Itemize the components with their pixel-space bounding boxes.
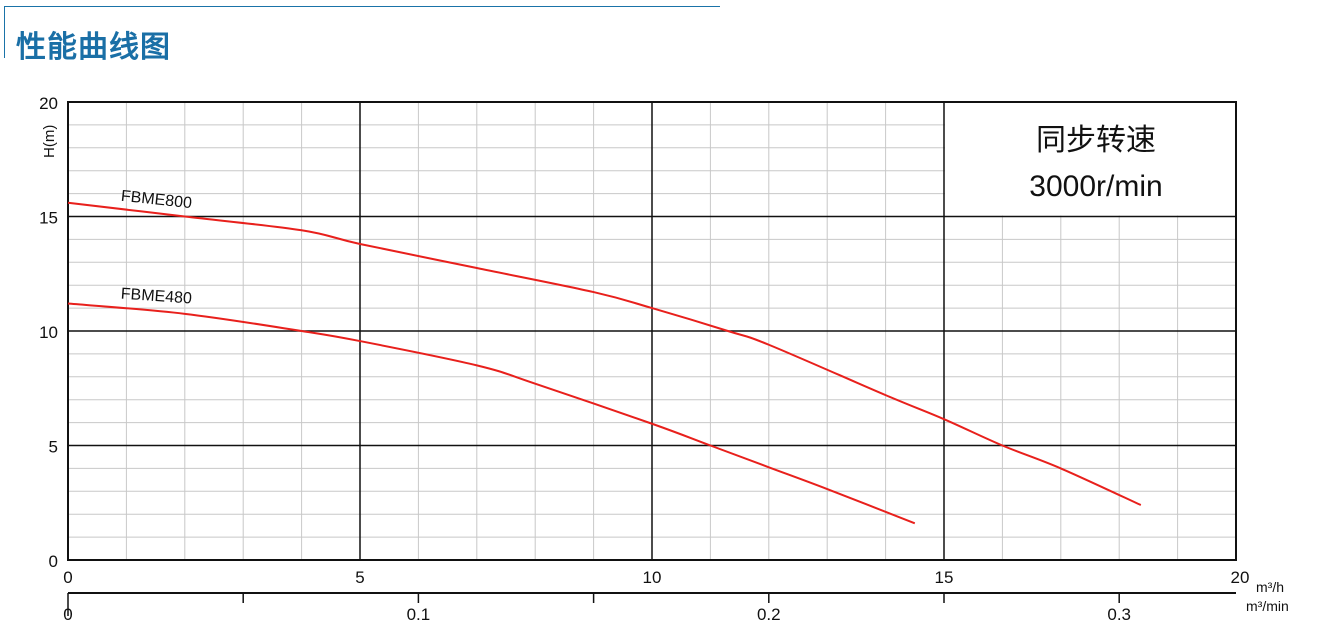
annotation-box	[945, 103, 1235, 216]
x-tick-label: 5	[355, 568, 364, 587]
x-tick-label: 20	[1231, 568, 1250, 587]
y-tick-label: 10	[39, 323, 58, 342]
y-axis-label: H(m)	[41, 125, 58, 158]
series-label-fbme480: FBME480	[120, 286, 192, 308]
secondary-x-tick-label: 0.3	[1107, 605, 1131, 624]
x-tick-label: 10	[643, 568, 662, 587]
x-tick-label: 0	[63, 568, 72, 587]
plot-frame	[67, 101, 1237, 561]
y-tick-label: 15	[39, 209, 58, 228]
header-side-rule	[4, 6, 5, 58]
series-line-fbme480	[67, 302, 916, 525]
series-label-fbme800: FBME800	[120, 188, 193, 212]
y-tick-label: 20	[39, 94, 58, 113]
secondary-x-tick-label: 0	[63, 605, 72, 624]
page-title: 性能曲线图	[16, 30, 171, 65]
x-axis-unit-label: m³/h	[1256, 579, 1284, 595]
x-tick-label: 15	[935, 568, 954, 587]
y-tick-label: 0	[49, 552, 58, 571]
y-tick-label: 5	[49, 438, 58, 457]
secondary-axis-unit-label: m³/min	[1246, 598, 1289, 614]
secondary-x-tick-label: 0.2	[757, 605, 781, 624]
series-line-fbme800	[67, 201, 1142, 506]
annotation-speed-label: 同步转速	[1036, 123, 1156, 158]
secondary-x-tick-label: 0.1	[407, 605, 431, 624]
annotation-speed-value: 3000r/min	[1029, 170, 1162, 203]
header-rule	[4, 6, 720, 7]
